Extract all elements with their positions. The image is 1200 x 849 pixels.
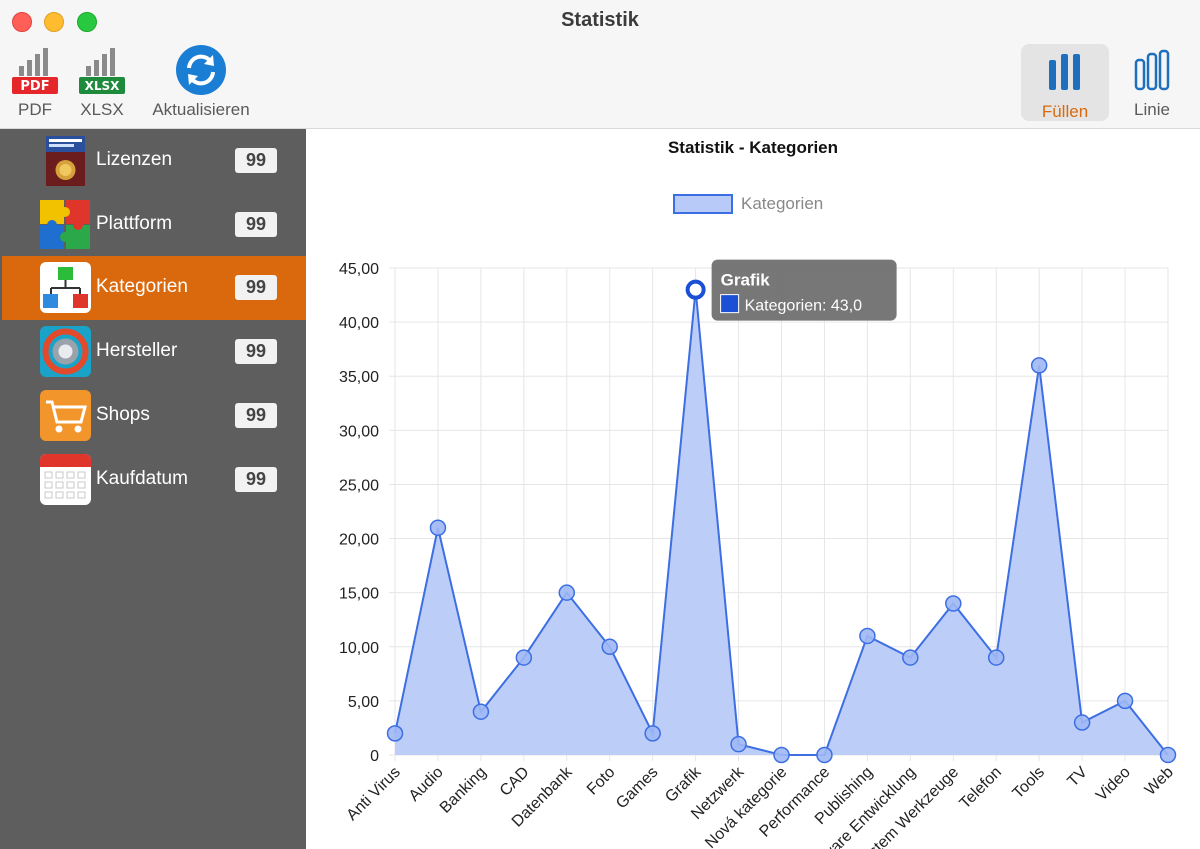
hierarchy-icon <box>40 262 91 313</box>
license-box-icon <box>46 136 85 186</box>
sidebar-item-label: Kaufdatum <box>96 468 188 489</box>
xlsx-icon: XLSX <box>79 48 125 94</box>
y-tick-label: 20,00 <box>339 532 379 549</box>
count-badge: 99 <box>235 148 277 173</box>
y-tick-label: 10,00 <box>339 640 379 657</box>
data-point <box>685 279 706 300</box>
y-tick-label: 15,00 <box>339 586 379 603</box>
data-point <box>429 519 447 536</box>
xlsx-icon-badge: XLSX <box>85 79 121 93</box>
sidebar-item-label: Lizenzen <box>96 149 173 170</box>
y-tick-label: 35,00 <box>339 369 379 386</box>
count-badge: 99 <box>235 403 277 428</box>
data-point <box>859 627 876 645</box>
legend-label: Kategorien <box>741 194 824 213</box>
x-tick-label: Banking <box>437 764 490 817</box>
xlsx-label: XLSX <box>80 100 124 119</box>
data-point <box>945 595 962 612</box>
data-point <box>816 746 833 764</box>
data-point <box>1159 746 1177 764</box>
x-tick-label: Foto <box>584 764 619 799</box>
sidebar-item-kategorien[interactable]: Kategorien 99 <box>2 256 306 320</box>
refresh-button[interactable]: Aktualisieren <box>144 44 258 120</box>
export-xlsx-button[interactable]: XLSX XLSX <box>73 44 131 120</box>
fill-mode-label: Füllen <box>1041 102 1089 121</box>
outlined-bars-icon <box>1134 49 1170 91</box>
x-tick-label: Video <box>1093 764 1134 805</box>
count-badge: 99 <box>235 339 277 364</box>
data-point <box>644 725 661 742</box>
x-tick-label: Telefon <box>957 764 1006 813</box>
data-point <box>601 638 618 656</box>
refresh-label: Aktualisieren <box>152 100 250 119</box>
puzzle-icon <box>40 200 90 249</box>
zoom-window-button[interactable] <box>77 12 97 32</box>
pdf-label: PDF <box>18 100 52 119</box>
pdf-icon: PDF <box>12 48 58 94</box>
data-point <box>773 746 790 764</box>
tooltip-title: Grafik <box>721 271 771 290</box>
y-tick-label: 40,00 <box>339 315 379 332</box>
line-mode-label: Linie <box>1134 100 1170 119</box>
series-area-fill <box>395 289 1168 755</box>
tooltip-value: Kategorien: 43,0 <box>745 298 863 315</box>
count-badge: 99 <box>235 275 277 300</box>
data-point <box>902 649 919 666</box>
sidebar: Lizenzen 99 Plattform 99 <box>0 129 306 849</box>
count-badge: 99 <box>235 467 277 492</box>
sidebar-item-shops[interactable]: Shops 99 <box>0 384 306 448</box>
x-tick-label: Tools <box>1010 764 1048 802</box>
y-tick-label: 45,00 <box>339 261 379 278</box>
data-point <box>1073 714 1091 731</box>
area-chart[interactable]: 0 5,00 10,00 15,00 20,00 25,00 30,00 35,00 40,00… <box>306 129 1200 849</box>
sidebar-item-label: Shops <box>96 404 150 425</box>
y-tick-label: 0 <box>370 748 379 765</box>
x-tick-label: TV <box>1064 764 1091 791</box>
data-point <box>515 649 533 666</box>
close-window-button[interactable] <box>12 12 32 32</box>
line-mode-button[interactable]: Linie <box>1116 44 1188 120</box>
chart-panel: Statistik - Kategorien Kategorien 0 5,00 1… <box>306 129 1200 849</box>
export-pdf-button[interactable]: PDF PDF <box>6 44 64 120</box>
sidebar-item-label: Hersteller <box>96 340 178 361</box>
refresh-icon <box>176 45 226 95</box>
minimize-window-button[interactable] <box>44 12 64 32</box>
chart-title: Statistik - Kategorien <box>667 138 839 157</box>
x-tick-label: Audio <box>406 764 447 805</box>
data-point <box>1116 692 1134 710</box>
sidebar-item-label: Plattform <box>96 213 173 234</box>
y-tick-label: 30,00 <box>339 423 379 440</box>
sidebar-item-label: Kategorien <box>96 276 188 297</box>
data-point <box>472 703 490 720</box>
data-point <box>386 725 404 742</box>
filled-bars-icon <box>1049 54 1080 90</box>
toolbar: Statistik PDF PDF XLSX XLSX <box>0 0 1200 129</box>
y-tick-label: 5,00 <box>348 694 379 711</box>
legend-swatch <box>673 194 733 214</box>
window-title: Statistik <box>561 9 639 31</box>
x-tick-label: CAD <box>497 764 533 800</box>
pdf-icon-badge: PDF <box>20 79 49 94</box>
tooltip-box <box>711 259 897 321</box>
x-tick-label: Web <box>1142 764 1177 799</box>
sidebar-item-plattform[interactable]: Plattform 99 <box>0 193 306 257</box>
sidebar-item-hersteller[interactable]: Hersteller 99 <box>0 320 306 384</box>
cart-icon <box>40 390 91 441</box>
fill-mode-content[interactable]: Füllen <box>1021 44 1109 121</box>
sidebar-item-lizenzen[interactable]: Lizenzen 99 <box>0 129 306 193</box>
data-point <box>987 649 1005 666</box>
y-tick-label: 25,00 <box>339 477 379 494</box>
gear-icon <box>40 326 91 377</box>
count-badge: 99 <box>235 212 277 237</box>
tooltip-swatch <box>720 294 740 314</box>
sidebar-item-kaufdatum[interactable]: Kaufdatum 99 <box>0 448 306 512</box>
data-point <box>558 584 576 601</box>
data-point <box>730 735 747 753</box>
x-tick-label: Games <box>613 764 661 812</box>
data-point <box>1030 357 1048 374</box>
calendar-icon <box>40 454 91 505</box>
x-tick-label: Anti Virus <box>344 764 404 824</box>
